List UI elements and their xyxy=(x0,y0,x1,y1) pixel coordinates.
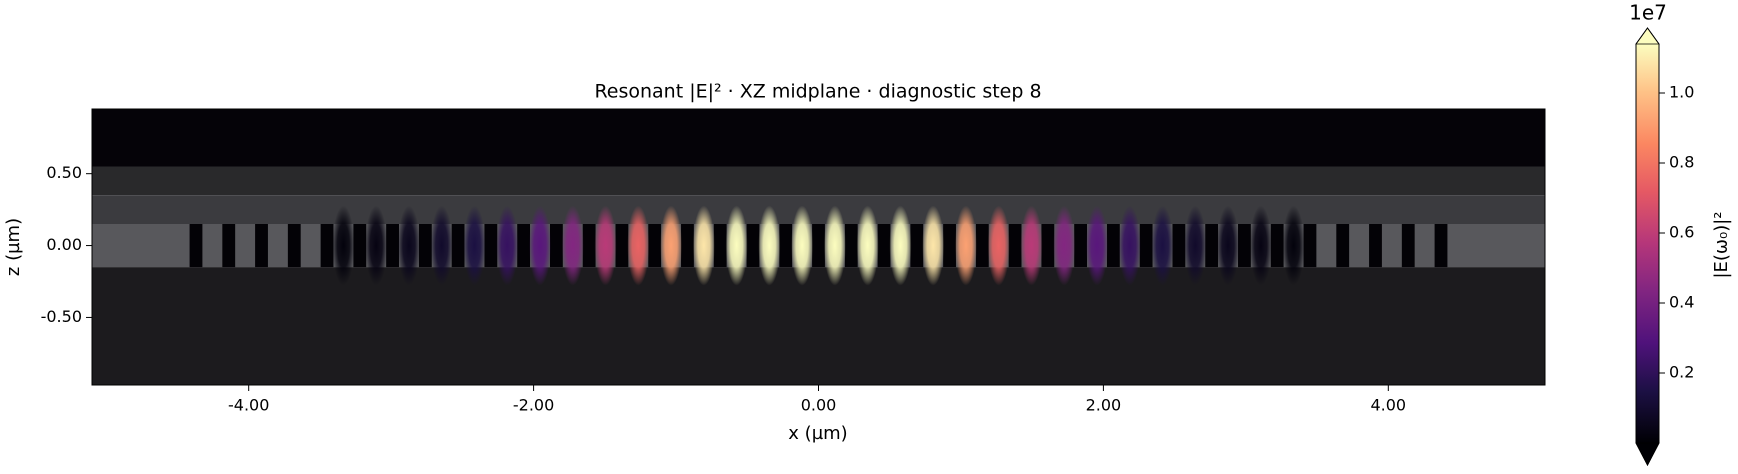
field-lobe xyxy=(365,205,388,286)
hole xyxy=(779,224,793,268)
hole xyxy=(353,224,367,268)
hole xyxy=(943,224,956,268)
hole xyxy=(746,224,760,268)
field-lobe xyxy=(430,205,453,286)
y-tick-label: -0.50 xyxy=(41,307,82,326)
colorbar-extend-min xyxy=(1635,442,1660,466)
y-tick-label: 0.00 xyxy=(46,235,82,254)
hole xyxy=(484,224,498,268)
field-lobe xyxy=(594,205,617,286)
field-lobe xyxy=(1184,205,1207,286)
hole xyxy=(1041,224,1055,268)
field-lobe xyxy=(1020,205,1043,286)
plot-area xyxy=(92,109,1545,385)
field-lobe xyxy=(1085,205,1108,286)
field-lobe xyxy=(1151,205,1174,286)
hole xyxy=(1238,224,1251,268)
hole xyxy=(1369,224,1382,268)
field-lobe xyxy=(1249,205,1272,286)
hole xyxy=(582,224,596,268)
y-tick-label: 0.50 xyxy=(46,163,82,182)
layer xyxy=(92,166,1545,196)
hole xyxy=(255,224,268,268)
hole xyxy=(1336,224,1350,268)
field-lobe xyxy=(1282,205,1305,286)
field-lobe xyxy=(987,205,1010,286)
hole xyxy=(451,224,465,268)
colorbar-tick-label: 0.2 xyxy=(1669,363,1694,382)
field-lobe xyxy=(529,205,552,286)
field-lobe xyxy=(463,205,486,286)
colorbar xyxy=(1636,44,1659,443)
chart-title: Resonant |E|² · XZ midplane · diagnostic… xyxy=(594,81,1041,103)
hole xyxy=(713,224,727,268)
field-lobe xyxy=(725,205,748,286)
field-lobe xyxy=(1217,205,1240,286)
colorbar-tick-label: 0.6 xyxy=(1669,223,1694,242)
field-lobe xyxy=(791,205,814,286)
field-lobe xyxy=(856,205,879,286)
hole xyxy=(386,224,399,268)
layer xyxy=(92,267,1545,385)
hole xyxy=(1205,224,1219,268)
field-lobe xyxy=(332,205,355,286)
field-lobe xyxy=(922,205,945,286)
field-lobe xyxy=(561,205,584,286)
field-lobe xyxy=(1118,205,1141,286)
field-lobe xyxy=(823,205,846,286)
hole xyxy=(287,224,301,268)
x-tick-label: 4.00 xyxy=(1370,396,1406,415)
hole xyxy=(1401,224,1415,268)
hole xyxy=(1303,224,1317,268)
colorbar-offset: 1e7 xyxy=(1629,1,1667,25)
x-tick-label: -2.00 xyxy=(513,396,554,415)
colorbar-tick-label: 1.0 xyxy=(1669,83,1694,102)
hole xyxy=(1434,224,1448,268)
hole xyxy=(1139,224,1153,268)
field-lobe xyxy=(397,205,420,286)
field-lobe xyxy=(496,205,519,286)
colorbar-extend-max xyxy=(1635,27,1660,45)
field-lobe xyxy=(627,205,650,286)
x-tick-label: 0.00 xyxy=(801,396,837,415)
hole xyxy=(517,224,531,268)
field-lobe xyxy=(692,205,715,286)
colorbar-frame xyxy=(1635,27,1660,467)
hole xyxy=(320,224,334,268)
x-tick-label: 2.00 xyxy=(1086,396,1122,415)
hole xyxy=(1074,224,1088,268)
field-lobe xyxy=(758,205,781,286)
hole xyxy=(189,224,203,268)
field-lobe xyxy=(954,205,977,286)
hole xyxy=(1106,224,1120,268)
hole xyxy=(615,224,629,268)
layer xyxy=(92,109,1545,167)
hole xyxy=(877,224,891,268)
y-axis-label: z (µm) xyxy=(3,218,24,276)
x-axis-label: x (µm) xyxy=(788,423,847,444)
hole xyxy=(844,224,858,268)
hole xyxy=(549,224,563,268)
hole xyxy=(910,224,924,268)
colorbar-tick-label: 0.4 xyxy=(1669,293,1694,312)
hole xyxy=(418,224,432,268)
x-tick-label: -4.00 xyxy=(228,396,269,415)
colorbar-tick-label: 0.8 xyxy=(1669,153,1694,172)
field-lobe xyxy=(660,205,683,286)
hole xyxy=(1172,224,1186,268)
hole xyxy=(1270,224,1284,268)
field-lobe xyxy=(889,205,912,286)
hole xyxy=(975,224,989,268)
hole xyxy=(222,224,236,268)
colorbar-label: |E(ω₀)|² xyxy=(1711,211,1732,278)
layer xyxy=(92,195,1545,224)
hole xyxy=(812,224,825,268)
hole xyxy=(648,224,662,268)
field-lobe xyxy=(1053,205,1076,286)
hole xyxy=(1008,224,1022,268)
hole xyxy=(681,224,694,268)
